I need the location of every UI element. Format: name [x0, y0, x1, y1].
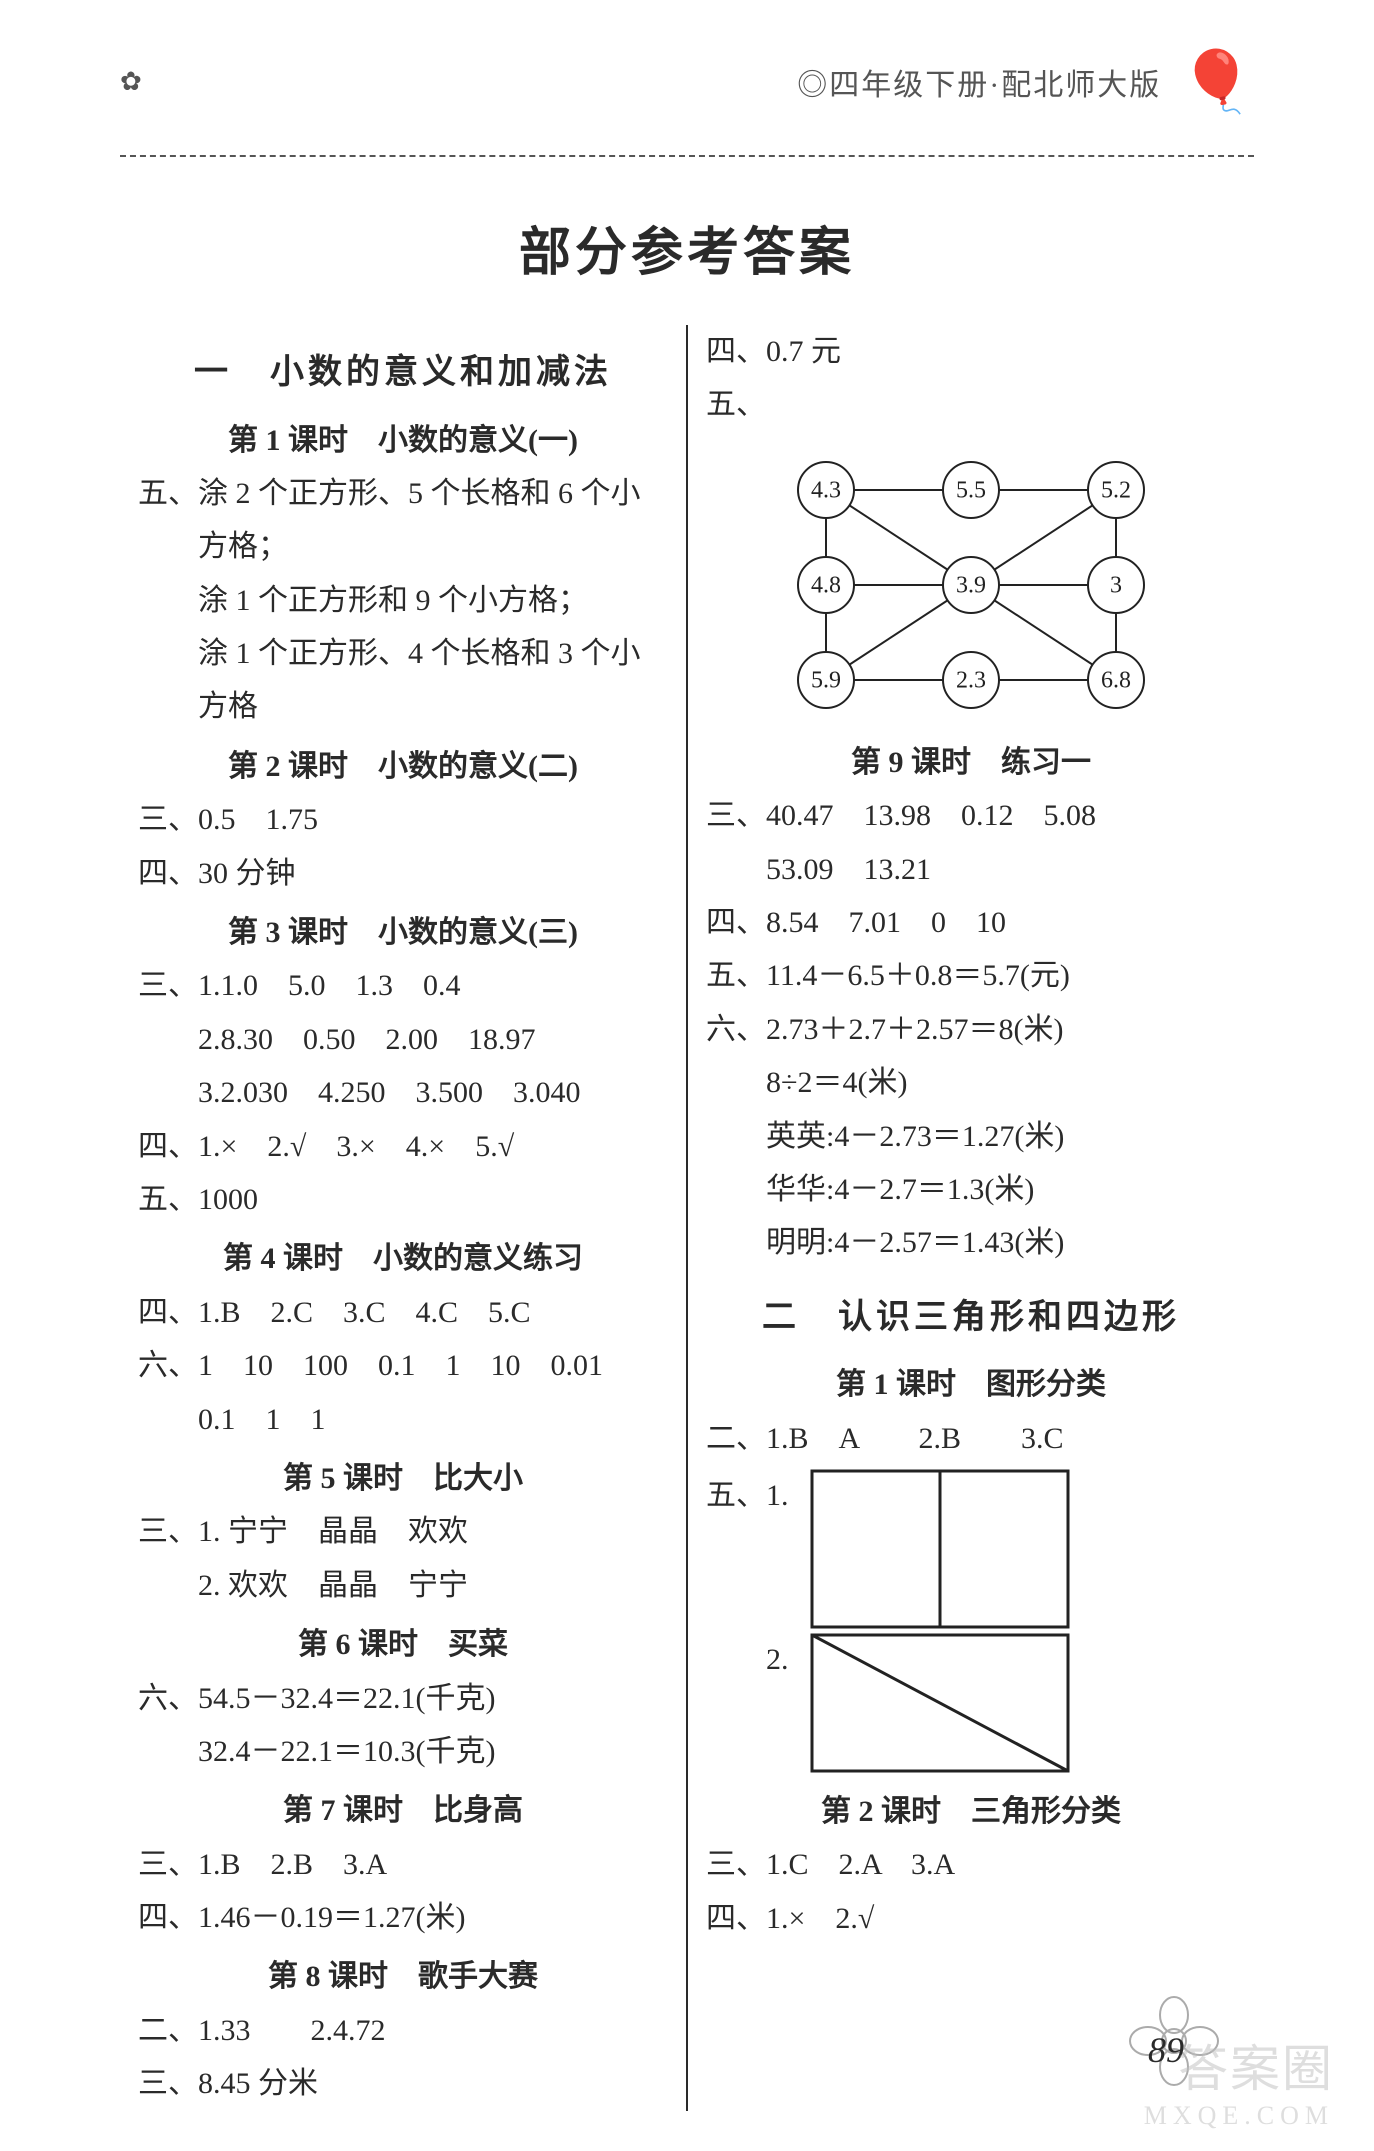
- svg-text:5.2: 5.2: [1101, 477, 1131, 503]
- lesson-2-title: 第 2 课时 小数的意义(二): [138, 740, 668, 793]
- shape1-label: 五、1.: [706, 1469, 802, 1522]
- lesson-3-title: 第 3 课时 小数的意义(三): [138, 906, 668, 959]
- unit1-title: 一 小数的意义和加减法: [138, 343, 668, 404]
- text-line: 方格: [138, 680, 668, 733]
- text-line: 四、1.46－0.19＝1.27(米): [138, 1891, 668, 1944]
- shape-rect-split: [810, 1469, 1070, 1629]
- svg-text:3.9: 3.9: [956, 572, 986, 598]
- text-line: 2.8.30 0.50 2.00 18.97: [138, 1013, 668, 1066]
- text-line: 53.09 13.21: [706, 843, 1236, 896]
- text-line: 三、8.45 分米: [138, 2057, 668, 2110]
- text-line: 四、1.× 2.√: [706, 1892, 1236, 1945]
- text-line: 华华:4－2.7＝1.3(米): [706, 1163, 1236, 1216]
- text-line: 涂 1 个正方形、4 个长格和 3 个小: [138, 627, 668, 680]
- text-line: 三、1. 宁宁 晶晶 欢欢: [138, 1505, 668, 1558]
- text-line: 2. 欢欢 晶晶 宁宁: [138, 1559, 668, 1612]
- text-line: 六、1 10 100 0.1 1 10 0.01: [138, 1339, 668, 1392]
- text-line: 0.1 1 1: [138, 1393, 668, 1446]
- header-rule: [120, 155, 1254, 157]
- text-line: 四、8.54 7.01 0 10: [706, 896, 1236, 949]
- lesson-2-1-title: 第 1 课时 图形分类: [706, 1358, 1236, 1411]
- text-line: 四、1.× 2.√ 3.× 4.× 5.√: [138, 1120, 668, 1173]
- text-line: 五、11.4－6.5＋0.8＝5.7(元): [706, 949, 1236, 1002]
- text-line: 三、1.C 2.A 3.A: [706, 1838, 1236, 1891]
- lesson-2-2-title: 第 2 课时 三角形分类: [706, 1785, 1236, 1838]
- svg-text:3: 3: [1110, 572, 1122, 598]
- text-line: 三、0.5 1.75: [138, 793, 668, 846]
- svg-text:4.3: 4.3: [811, 477, 841, 503]
- text-line: 二、1.33 2.4.72: [138, 2004, 668, 2057]
- lesson-1-title: 第 1 课时 小数的意义(一): [138, 414, 668, 467]
- watermark-line1: 答案圈: [1144, 2029, 1334, 2101]
- text-line: 三、1.B 2.B 3.A: [138, 1838, 668, 1891]
- text-line: 六、54.5－32.4＝22.1(千克): [138, 1672, 668, 1725]
- text-line: 明明:4－2.57＝1.43(米): [706, 1216, 1236, 1269]
- grade-label: ◎四年级下册·配北师大版: [797, 60, 1161, 104]
- text-line: 三、1.1.0 5.0 1.3 0.4: [138, 959, 668, 1012]
- lesson-8-title: 第 8 课时 歌手大赛: [138, 1950, 668, 2003]
- left-column: 一 小数的意义和加减法 第 1 课时 小数的意义(一) 五、涂 2 个正方形、5…: [120, 325, 686, 2111]
- svg-text:5.5: 5.5: [956, 477, 986, 503]
- text-line: 三、40.47 13.98 0.12 5.08: [706, 789, 1236, 842]
- lesson-9-title: 第 9 课时 练习一: [706, 736, 1236, 789]
- header-ornament-left: ✿: [120, 67, 142, 97]
- text-line: 方格；: [138, 520, 668, 573]
- text-line: 四、30 分钟: [138, 847, 668, 900]
- text-line: 五、: [706, 378, 1236, 431]
- text-line: 8÷2＝4(米): [706, 1056, 1236, 1109]
- text-line: 二、1.B A 2.B 3.C: [706, 1412, 1236, 1465]
- page-title: 部分参考答案: [120, 210, 1254, 285]
- svg-text:6.8: 6.8: [1101, 667, 1131, 693]
- text-line: 四、0.7 元: [706, 325, 1236, 378]
- svg-text:2.3: 2.3: [956, 667, 986, 693]
- watermark-line2: MXQE.COM: [1144, 2101, 1334, 2131]
- svg-text:4.8: 4.8: [811, 572, 841, 598]
- unit2-title: 二 认识三角形和四边形: [706, 1288, 1236, 1349]
- text-line: 五、涂 2 个正方形、5 个长格和 6 个小: [138, 467, 668, 520]
- text-line: 英英:4－2.73＝1.27(米): [706, 1110, 1236, 1163]
- text-line: 3.2.030 4.250 3.500 3.040: [138, 1066, 668, 1119]
- lesson-6-title: 第 6 课时 买菜: [138, 1618, 668, 1671]
- svg-text:5.9: 5.9: [811, 667, 841, 693]
- text-line: 六、2.73＋2.7＋2.57＝8(米): [706, 1003, 1236, 1056]
- shape2-label: 2.: [706, 1633, 802, 1686]
- shape-rect-diagonal: [810, 1633, 1070, 1773]
- lesson-7-title: 第 7 课时 比身高: [138, 1784, 668, 1837]
- watermark: 答案圈 MXQE.COM: [1144, 2029, 1334, 2131]
- text-line: 32.4－22.1＝10.3(千克): [138, 1725, 668, 1778]
- text-line: 涂 1 个正方形和 9 个小方格；: [138, 574, 668, 627]
- text-line: 四、1.B 2.C 3.C 4.C 5.C: [138, 1286, 668, 1339]
- text-line: 五、1000: [138, 1173, 668, 1226]
- lesson-5-title: 第 5 课时 比大小: [138, 1452, 668, 1505]
- lesson-4-title: 第 4 课时 小数的意义练习: [138, 1232, 668, 1285]
- number-graph: 4.3 5.5 5.2 4.8 3.9 3 5.9 2.3 6.8: [756, 440, 1186, 730]
- right-column: 四、0.7 元 五、 4.3 5.5 5.2 4.8 3.9 3 5.9 2.3 6.8 第 9…: [688, 325, 1254, 2111]
- balloon-icon: 🎈: [1179, 61, 1254, 103]
